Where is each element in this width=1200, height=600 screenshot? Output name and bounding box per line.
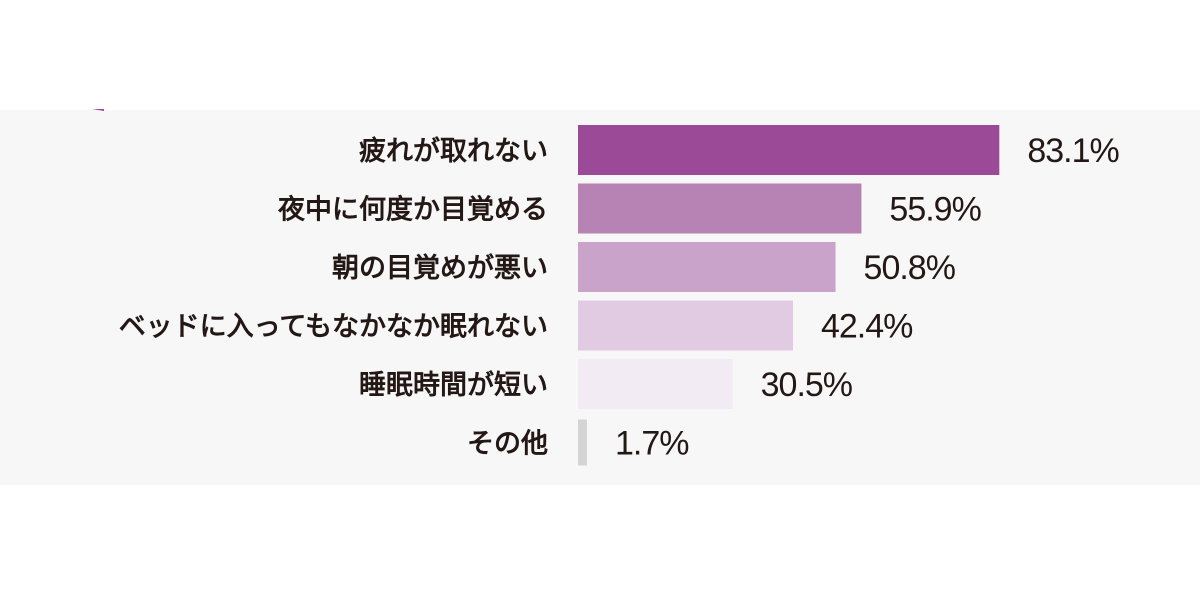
value-label: 42.4% [821, 308, 913, 346]
value-label: 30.5% [761, 366, 853, 404]
category-label: ベッドに入ってもなかなか眠れない [119, 312, 548, 343]
value-label: 83.1% [1027, 132, 1119, 170]
value-label: 1.7% [615, 425, 689, 463]
bar [578, 300, 793, 351]
bar [578, 125, 1000, 175]
value-label: 55.9% [889, 191, 981, 229]
category-label: その他 [467, 429, 548, 460]
category-label: 朝の目覚めが悪い [332, 252, 548, 284]
bar [578, 359, 733, 409]
category-label: 疲れが取れない [359, 135, 548, 167]
bars-group [578, 125, 1000, 466]
bar [578, 419, 587, 466]
category-label: 夜中に何度か目覚める [277, 194, 548, 226]
value-labels-group: 83.1% 55.9% 50.8% 42.4% 30.5% 1.7% [615, 132, 1120, 463]
value-label: 50.8% [864, 249, 956, 287]
category-labels-group: 疲れが取れない夜中に何度か目覚める朝の目覚めが悪いベッドに入ってもなかなか眠れな… [119, 135, 548, 460]
bar [578, 242, 836, 292]
category-label: 睡眠時間が短い [359, 369, 548, 401]
corner-mark [92, 109, 104, 111]
bar [578, 183, 862, 234]
